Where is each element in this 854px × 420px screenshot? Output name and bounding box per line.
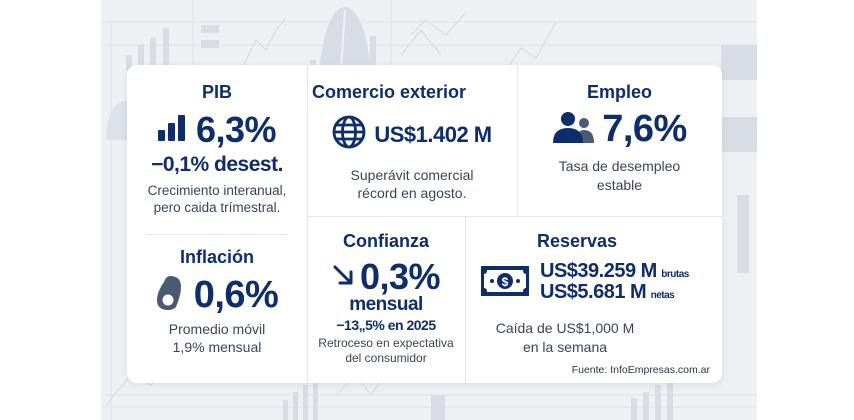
confianza-description-1: Retroceso en expectativa bbox=[318, 336, 454, 350]
confianza-unit: mensual bbox=[349, 294, 423, 315]
drop-icon bbox=[156, 275, 182, 316]
pib-description-2: pero caida trímestral. bbox=[153, 200, 281, 215]
inflacion-title: Inflación bbox=[179, 247, 254, 267]
reservas-net-value: US$5.681 M bbox=[540, 281, 647, 303]
inflacion-description-2: 1,9% mensual bbox=[172, 339, 262, 355]
inflacion-description-1: Promedio móvil bbox=[168, 321, 266, 337]
inflacion-value: 0,6% bbox=[193, 274, 279, 316]
empleo-value: 7,6% bbox=[602, 108, 687, 150]
reservas-panel: Reservas $ US$39.259 M brutas US$5.681 M… bbox=[465, 216, 722, 383]
confianza-yearly-change: −13„5% en 2025 bbox=[336, 317, 436, 333]
reservas-title: Reservas bbox=[537, 231, 618, 251]
confianza-title: Confianza bbox=[342, 231, 429, 251]
pib-value: 6,3% bbox=[195, 109, 277, 150]
reservas-gross-value: US$39.259 M bbox=[540, 260, 657, 282]
globe-icon bbox=[332, 115, 366, 154]
empleo-panel: Empleo 7,6% Tasa de desempleo estable bbox=[517, 65, 722, 216]
bar-chart-icon bbox=[157, 114, 188, 147]
reservas-net-label: netas bbox=[650, 290, 675, 301]
banknote-icon: $ bbox=[481, 266, 529, 301]
source-credit: Fuente: InfoEmpresas.com.ar bbox=[571, 364, 710, 376]
inflacion-panel: Inflación 0,6% Promedio móvil 1,9% mensu… bbox=[127, 235, 307, 383]
economic-indicators-card: PIB 6,3% −0,1% desest. Crecimiento inter… bbox=[127, 65, 722, 383]
arrow-down-right-icon bbox=[332, 264, 354, 291]
confianza-value: 0,3% bbox=[359, 256, 441, 297]
confianza-panel: Confianza 0,3% mensual −13„5% en 2025 Re… bbox=[307, 216, 465, 383]
pib-panel: PIB 6,3% −0,1% desest. Crecimiento inter… bbox=[127, 65, 307, 230]
people-icon bbox=[552, 110, 596, 149]
empleo-description-1: Tasa de desempleo bbox=[558, 158, 681, 174]
pib-quarterly-change: −0,1% desest. bbox=[151, 153, 283, 176]
comercio-title: Comercio exterior bbox=[312, 82, 467, 102]
pib-title: PIB bbox=[201, 82, 232, 102]
svg-text:$: $ bbox=[502, 275, 509, 289]
comercio-value: US$1.402 M bbox=[374, 121, 492, 147]
empleo-title: Empleo bbox=[586, 82, 652, 102]
pib-description-1: Crecimiento interanual, bbox=[147, 183, 287, 198]
reservas-description-2: en la semana bbox=[522, 339, 608, 355]
reservas-description-1: Caída de US$1,000 M bbox=[495, 320, 635, 336]
empleo-description-2: estable bbox=[596, 177, 643, 193]
comercio-description-1: Superávit comercial bbox=[350, 167, 474, 183]
comercio-description-2: récord en agosto. bbox=[357, 185, 467, 201]
reservas-gross-label: brutas bbox=[661, 269, 689, 280]
confianza-description-2: del consumidor bbox=[345, 351, 427, 365]
comercio-panel: Comercio exterior US$1.402 M Superávit c… bbox=[307, 65, 517, 216]
